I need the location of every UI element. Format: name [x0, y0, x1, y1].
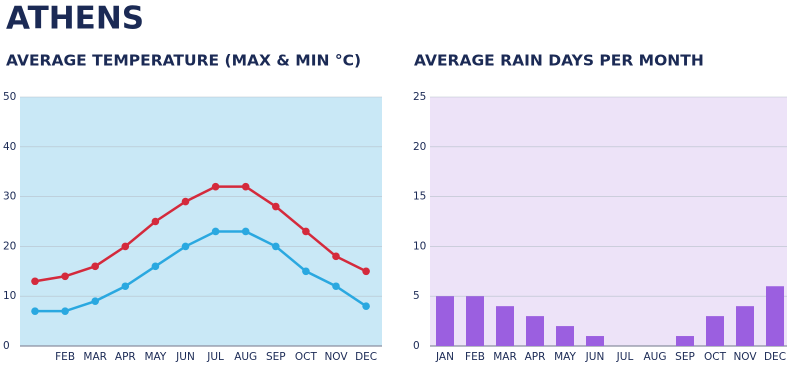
bar	[586, 336, 604, 346]
point	[241, 227, 250, 236]
bar	[676, 336, 694, 346]
bar	[706, 316, 724, 346]
x-tick-label: DEC	[355, 351, 377, 363]
x-tick-label: AUG	[643, 351, 666, 363]
point	[362, 302, 370, 310]
y-tick-label: 15	[413, 191, 426, 203]
bar	[736, 306, 754, 346]
point	[31, 307, 39, 315]
bar	[556, 326, 574, 346]
x-tick-label: OCT	[295, 351, 318, 363]
x-tick-label: FEB	[55, 351, 75, 363]
y-tick-label: 0	[3, 340, 10, 352]
x-tick-label: NOV	[733, 351, 757, 363]
x-tick-label: JUL	[616, 351, 634, 363]
y-tick-label: 25	[413, 91, 426, 103]
point	[61, 272, 69, 281]
point	[302, 267, 310, 276]
point	[241, 182, 250, 191]
point	[332, 252, 340, 261]
line	[35, 230, 367, 313]
y-tick-label: 20	[3, 240, 16, 252]
bar	[766, 286, 784, 346]
point	[272, 242, 280, 251]
y-tick-label: 30	[3, 191, 16, 203]
page-title: ATHENS	[6, 1, 144, 37]
y-tick-label: 40	[3, 141, 16, 153]
point	[302, 227, 310, 236]
point	[272, 202, 280, 211]
point	[121, 242, 130, 251]
y-tick-label: 20	[413, 141, 426, 153]
point	[181, 197, 190, 206]
y-tick-label: 50	[3, 91, 16, 103]
point	[151, 217, 160, 226]
x-tick-label: SEP	[675, 351, 695, 363]
y-tick-label: 10	[413, 240, 426, 252]
point	[332, 282, 340, 291]
point	[91, 297, 99, 305]
plot-area	[430, 97, 787, 346]
line	[34, 185, 367, 283]
point	[211, 182, 220, 191]
x-tick-label: APR	[525, 351, 546, 363]
x-tick-label: JUN	[585, 351, 605, 363]
x-tick-label: JUN	[175, 351, 195, 363]
point	[91, 262, 99, 271]
x-tick-label: MAR	[493, 351, 517, 363]
point	[151, 262, 160, 271]
bar	[466, 296, 484, 346]
x-tick-label: APR	[115, 351, 136, 363]
point	[181, 242, 190, 251]
point	[211, 227, 220, 236]
x-tick-label: DEC	[764, 351, 786, 363]
x-tick-label: OCT	[704, 351, 727, 363]
plot-area	[20, 97, 382, 346]
y-tick-label: 0	[413, 340, 420, 352]
x-tick-label: MAR	[83, 351, 107, 363]
x-tick-label: JUL	[206, 351, 224, 363]
point	[121, 282, 130, 291]
y-tick-label: 10	[3, 290, 16, 302]
point	[31, 277, 39, 286]
x-tick-label: SEP	[266, 351, 286, 363]
x-tick-label: JAN	[435, 351, 454, 363]
y-tick-label: 5	[413, 290, 420, 302]
point	[362, 267, 370, 276]
x-tick-label: FEB	[465, 351, 485, 363]
bar	[436, 296, 454, 346]
x-tick-label: AUG	[234, 351, 257, 363]
chart-title: AVERAGE RAIN DAYS PER MONTH	[414, 52, 704, 70]
chart-title: AVERAGE TEMPERATURE (MAX & MIN °C)	[6, 52, 361, 70]
x-tick-label: MAY	[554, 351, 576, 363]
point	[61, 307, 69, 315]
bar	[526, 316, 544, 346]
x-tick-label: MAY	[144, 351, 166, 363]
x-tick-label: NOV	[324, 351, 348, 363]
bar	[496, 306, 514, 346]
